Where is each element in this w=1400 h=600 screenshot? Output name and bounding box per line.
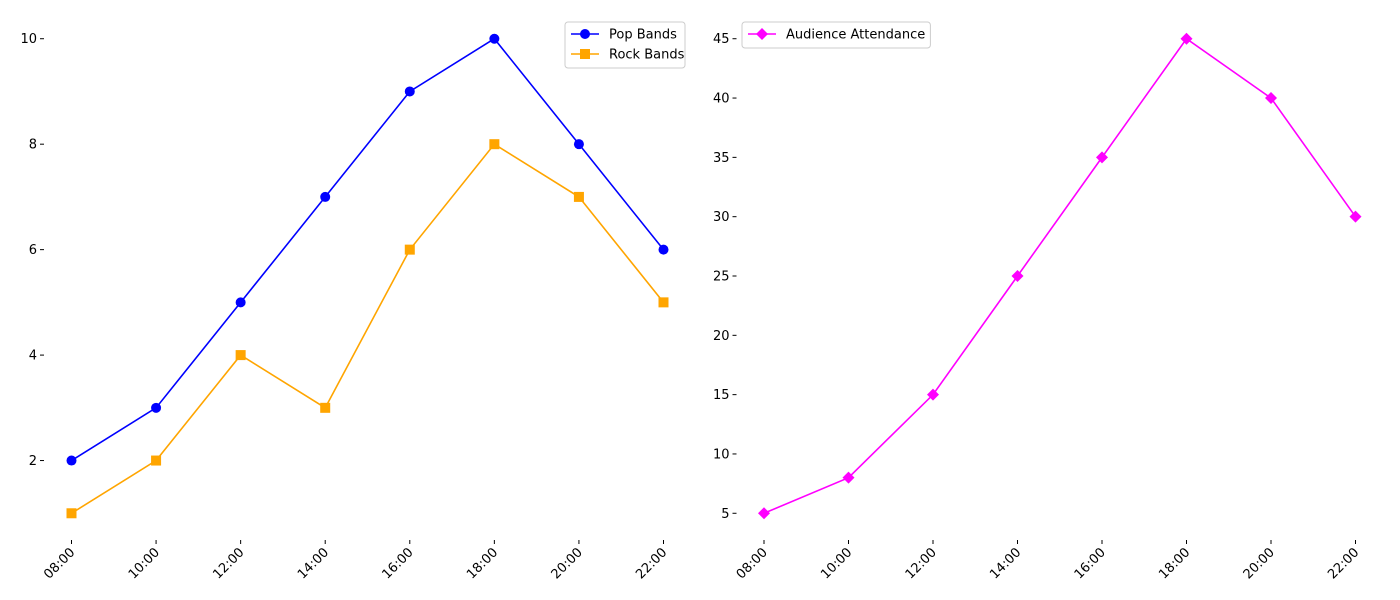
y-tick-label: 25	[713, 270, 730, 285]
audience-attendance-point	[927, 388, 939, 401]
pop-bands-point	[66, 455, 77, 466]
y-tick-label: 4	[29, 349, 37, 364]
pop-bands-point	[573, 139, 584, 150]
pop-bands-point	[658, 244, 669, 255]
x-tick-label: 12:00	[903, 545, 940, 582]
rock-bands-point	[573, 191, 584, 202]
y-tick-label: 40	[713, 92, 730, 107]
audience-attendance-point	[842, 471, 855, 484]
x-tick-label: 16:00	[1072, 545, 1109, 582]
y-tick-label: 20	[713, 329, 730, 344]
rock-bands-point	[151, 455, 162, 466]
rock-bands-point	[235, 350, 246, 361]
y-tick-label: 15	[713, 388, 730, 403]
legend-audience-attendance-label: Audience Attendance	[786, 28, 925, 43]
y-tick-label: 5	[721, 507, 729, 522]
legend-pop-bands-marker	[580, 29, 590, 39]
audience-attendance-point	[1349, 210, 1362, 223]
x-tick-label: 10:00	[818, 545, 855, 582]
x-tick-label: 20:00	[1241, 545, 1278, 582]
legend-rock-bands-label: Rock Bands	[609, 48, 685, 63]
audience-attendance-point	[1265, 92, 1277, 105]
y-tick-label: 45	[713, 32, 730, 47]
audience-attendance-point	[758, 507, 770, 520]
y-tick-label: 10	[713, 447, 730, 462]
rock-bands-point	[404, 244, 415, 255]
rock-bands-point	[320, 402, 331, 413]
y-tick-label: 8	[29, 138, 37, 153]
pop-bands-point	[151, 402, 162, 413]
audience-attendance-point	[1011, 270, 1024, 282]
audience-attendance-point	[1096, 151, 1108, 164]
pop-bands-point	[404, 86, 415, 97]
y-tick-label: 2	[29, 454, 37, 469]
x-tick-label: 08:00	[734, 545, 771, 582]
legend-rock-bands-marker	[580, 49, 590, 59]
y-tick-label: 6	[29, 243, 37, 258]
y-tick-label: 10	[20, 32, 37, 47]
pop-bands-point	[320, 191, 331, 202]
pop-bands-point	[235, 297, 246, 308]
legend-audience-attendance-marker	[756, 28, 768, 40]
x-tick-label: 22:00	[1325, 545, 1362, 582]
rock-bands-point	[66, 508, 77, 519]
pop-bands-line	[71, 37, 665, 462]
y-tick-label: 30	[713, 210, 730, 225]
pop-bands-point	[489, 33, 500, 44]
rock-bands-line	[71, 143, 665, 514]
rock-bands-point	[489, 139, 500, 150]
rock-bands-point	[658, 297, 669, 308]
legend-pop-bands-label: Pop Bands	[609, 28, 677, 43]
y-tick-label: 35	[713, 151, 730, 166]
x-tick-label: 14:00	[987, 545, 1024, 582]
audience-attendance-line	[763, 37, 1357, 515]
x-tick-label: 18:00	[1156, 545, 1193, 582]
audience-attendance-point	[1180, 32, 1193, 45]
legend-box	[741, 21, 931, 49]
